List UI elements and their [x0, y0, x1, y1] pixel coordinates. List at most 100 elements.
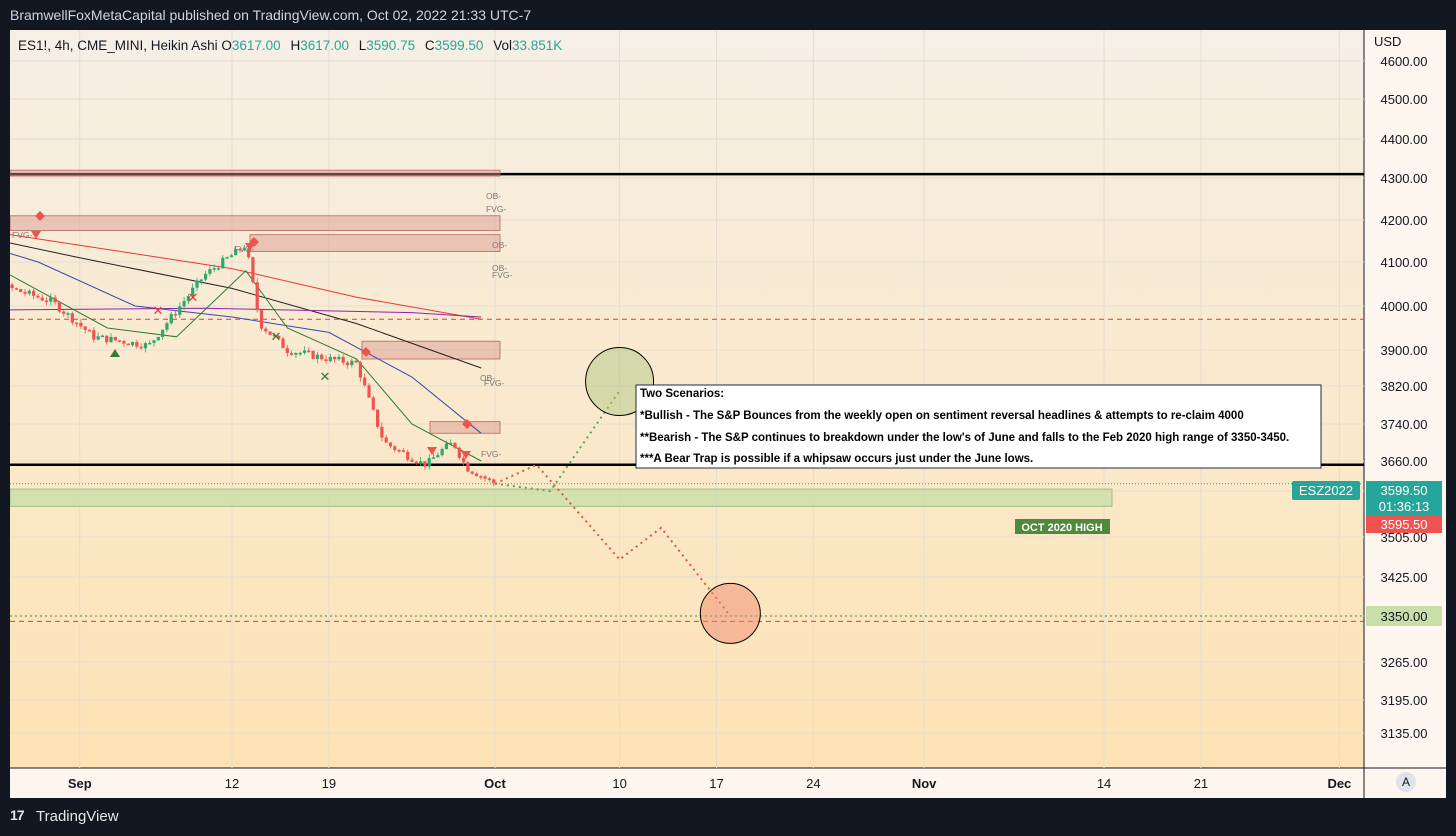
candle-body: [165, 323, 169, 330]
price-tick-label: 3505.00: [1381, 530, 1428, 545]
candle-body: [328, 356, 332, 362]
cross-marker: ✕: [271, 329, 282, 344]
candle-body: [337, 356, 341, 360]
candle-body: [57, 302, 62, 312]
tradingview-logo-icon[interactable]: 17: [10, 807, 25, 823]
candle-body: [423, 461, 427, 467]
candle-body: [216, 268, 221, 270]
candle-body: [264, 328, 268, 332]
price-tick-label: 3740.00: [1381, 417, 1428, 432]
candle-body: [242, 248, 246, 251]
time-tick-label: 17: [709, 776, 723, 791]
candle-body: [281, 338, 285, 349]
open-value: 3617.00: [231, 38, 281, 53]
candle-body: [44, 300, 49, 303]
time-axis-labels: Sep 12 19 Oct 10 17 24 Nov 14 21 Dec: [68, 776, 1351, 791]
zone-tag-label: FVG-: [492, 270, 512, 280]
candle-body: [130, 342, 135, 346]
candle-body: [470, 471, 474, 474]
volume-label: Vol: [493, 38, 512, 53]
supply-zones: [10, 169, 1113, 507]
candle-body: [333, 356, 337, 360]
candle-body: [204, 273, 208, 280]
ma-purple-line: [10, 307, 482, 318]
footer: 17 TradingView: [0, 798, 1456, 836]
tradingview-brand[interactable]: TradingView: [36, 808, 119, 825]
candle-body: [10, 284, 14, 289]
sell-triangle-marker: [461, 451, 471, 459]
candle-body: [350, 360, 354, 366]
oct-2020-high-zone: [10, 488, 1113, 507]
publish-header: BramwellFoxMetaCapital published on Trad…: [0, 0, 1456, 30]
candle-body: [139, 346, 143, 349]
bearish-projection: [494, 463, 732, 617]
candle-body: [100, 335, 105, 338]
zone-tag-label: FVG-: [481, 449, 501, 459]
candle-body: [354, 360, 358, 363]
candle-body: [178, 306, 182, 315]
zone-tag-label: FVG-: [486, 204, 506, 214]
candle-body: [436, 455, 440, 458]
candle-body: [126, 343, 130, 346]
candle-body: [427, 458, 431, 467]
open-label: O: [221, 38, 232, 53]
zone-tag-label: FVG-: [484, 378, 504, 388]
time-axis-background: [10, 768, 1364, 798]
candle-body: [414, 461, 418, 464]
candle-body: [431, 457, 436, 459]
ma-blue-line: [10, 252, 482, 434]
oct-2020-high-tag: OCT 2020 HIGH: [1015, 519, 1110, 534]
chart-canvas[interactable]: ✕✕✕✕ OB-FVG-FVG- OB-OB-FVG-OB-FVG-FVG-FVG…: [10, 30, 1446, 798]
price-tick-label: 3900.00: [1381, 343, 1428, 358]
candle-body: [376, 409, 380, 427]
candle-body: [444, 443, 449, 450]
price-tick-label: 4100.00: [1381, 255, 1428, 270]
candle-body: [457, 447, 461, 458]
candle-body: [474, 473, 479, 477]
last-price-tag: 3599.50 01:36:13: [1366, 481, 1442, 515]
candle-body: [406, 451, 410, 460]
candle-body: [199, 279, 203, 281]
candle-body: [272, 334, 277, 337]
zone-tag-label: FVG-: [234, 244, 254, 254]
time-tick-label: Dec: [1327, 776, 1351, 791]
price-tick-label: 4300.00: [1381, 171, 1428, 186]
price-tick-label: 3265.00: [1381, 655, 1428, 670]
candle-body: [118, 340, 122, 342]
price-tick-label: 3660.00: [1381, 454, 1428, 469]
zone-tag-label: OB-: [492, 263, 507, 273]
order-block-box: [249, 234, 501, 252]
order-block-box: [10, 215, 501, 231]
candle-body: [466, 462, 470, 472]
candle-body: [221, 257, 225, 269]
time-tick-label: 21: [1194, 776, 1208, 791]
candle-body: [320, 354, 324, 360]
auto-scale-button[interactable]: A: [1396, 772, 1416, 792]
candle-body: [156, 336, 160, 341]
candle-body: [315, 354, 320, 359]
scenario-annotation[interactable]: Two Scenarios: *Bullish - The S&P Bounce…: [635, 384, 1322, 469]
candle-body: [122, 341, 126, 344]
symbol-legend[interactable]: ES1!, 4h, CME_MINI, Heikin Ashi O3617.00…: [18, 38, 568, 53]
candle-body: [83, 326, 87, 330]
candle-body: [53, 297, 57, 303]
price-tick-label: 4600.00: [1381, 54, 1428, 69]
candle-body: [234, 248, 238, 256]
annotation-title: Two Scenarios:: [640, 388, 724, 400]
candle-body: [14, 288, 19, 290]
volume-value: 33.851K: [511, 38, 563, 53]
candle-body: [341, 356, 345, 363]
chart-frame[interactable]: ✕ ✕ ✕ ✕ OB- FVG- FVG- OB- OB- FVG- OB- FVG- FVG- FVG…: [10, 30, 1446, 798]
low-label: L: [358, 38, 367, 53]
candle-body: [186, 296, 191, 302]
published-line: BramwellFoxMetaCapital published on Trad…: [10, 7, 532, 23]
candle-body: [380, 426, 384, 438]
candle-body: [148, 342, 152, 345]
candle-body: [419, 461, 423, 464]
candle-body: [268, 331, 272, 335]
candle-body: [290, 352, 294, 355]
price-tick-label: 4400.00: [1381, 132, 1428, 147]
sell-triangle-marker: [31, 231, 41, 239]
diamond-marker: [462, 419, 472, 429]
candle-body: [229, 255, 234, 258]
